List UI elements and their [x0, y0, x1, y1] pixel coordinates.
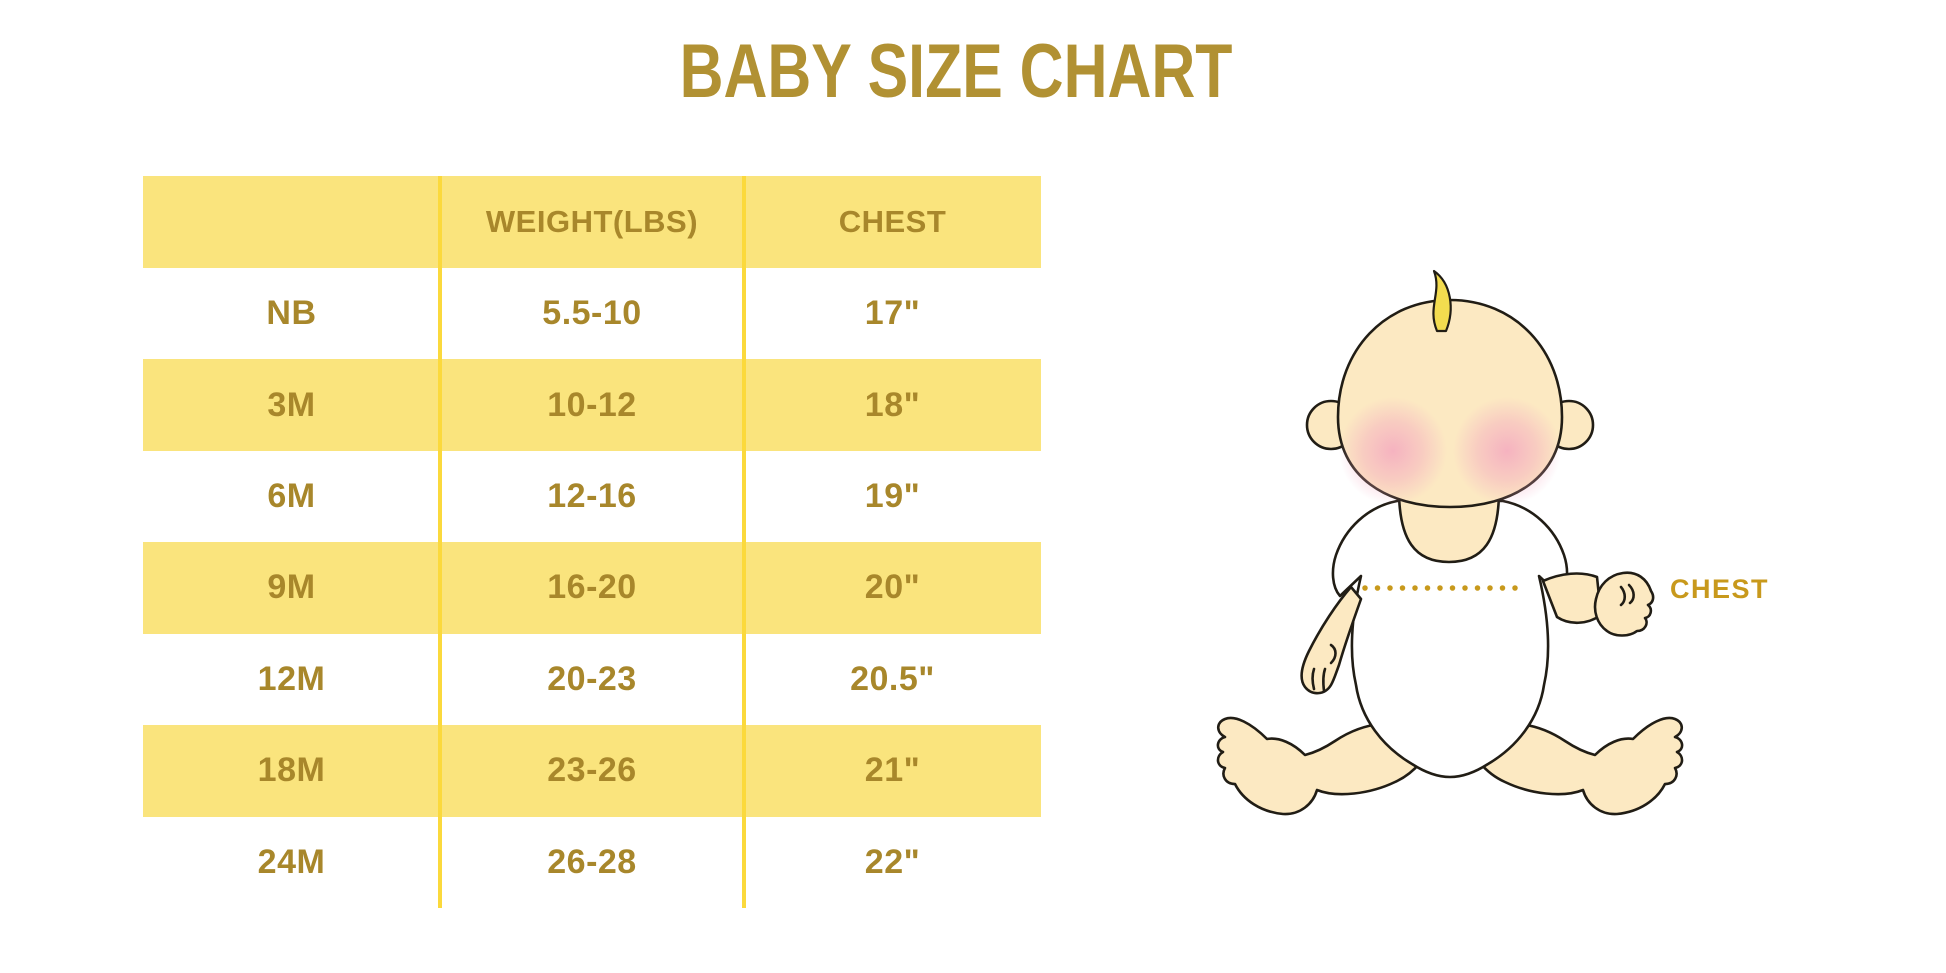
baby-blush-right: [1453, 397, 1561, 505]
baby-arm-left: [1300, 585, 1363, 695]
table-cell-weight: 26-28: [547, 842, 637, 881]
table-cell-chest: 20.5": [850, 659, 935, 698]
table-cell-size: 3M: [267, 385, 316, 424]
column-divider: [742, 176, 746, 908]
table-cell-chest: 19": [864, 477, 921, 516]
page-title: BABY SIZE CHART: [679, 29, 1233, 114]
table-row: 12M 20-23 20.5": [143, 633, 1041, 726]
table-cell-chest: 20": [864, 568, 921, 607]
baby-leg-right: [1463, 716, 1684, 816]
table-cell-size: NB: [266, 294, 317, 333]
table-row: 18M 23-26 21": [143, 725, 1041, 817]
table-cell-weight: 5.5-10: [542, 294, 642, 333]
table-row: 24M 26-28 22": [143, 816, 1041, 908]
baby-hair-curl: [1432, 269, 1452, 333]
table-cell-size: 12M: [257, 659, 326, 698]
table-cell-weight: 12-16: [547, 477, 637, 516]
baby-fist-right: [1593, 571, 1655, 637]
baby-leg-left: [1216, 716, 1437, 816]
table-row: 9M 16-20 20": [143, 542, 1041, 634]
table-row: NB 5.5-10 17": [143, 268, 1041, 360]
table-cell-weight: 23-26: [547, 751, 637, 790]
baby-blush-left: [1339, 397, 1447, 505]
table-cell-weight: 20-23: [547, 659, 637, 698]
chest-label: CHEST: [1670, 574, 1770, 604]
baby-hand-left-fingers: [1311, 643, 1337, 693]
table-cell-chest: 21": [864, 751, 921, 790]
column-divider: [438, 176, 442, 908]
table-cell-size: 18M: [257, 751, 326, 790]
table-cell-size: 9M: [267, 568, 316, 607]
baby-illustration-svg: [1216, 269, 1684, 816]
table-row: 6M 12-16 19": [143, 450, 1041, 543]
table-cell-chest: 22": [864, 842, 921, 881]
table-header-chest: CHEST: [838, 204, 947, 239]
table-header-size: [143, 176, 440, 268]
baby-illustration: [1185, 255, 1765, 855]
table-cell-size: 6M: [267, 477, 316, 516]
table-cell-chest: 17": [864, 294, 921, 333]
size-table: WEIGHT(LBS) CHEST NB 5.5-10 17" 3M 10-12 18" 6…: [143, 176, 1041, 908]
table-cell-chest: 18": [864, 385, 921, 424]
table-cell-size: 24M: [257, 842, 326, 881]
table-header-weight: WEIGHT(LBS): [485, 204, 699, 239]
table-row: 3M 10-12 18": [143, 359, 1041, 451]
table-header-row: WEIGHT(LBS) CHEST: [143, 176, 1041, 268]
baby-arm-right: [1541, 572, 1603, 625]
table-cell-weight: 16-20: [547, 568, 637, 607]
table-cell-weight: 10-12: [547, 385, 637, 424]
baby-fist-finger-lines: [1619, 583, 1635, 607]
